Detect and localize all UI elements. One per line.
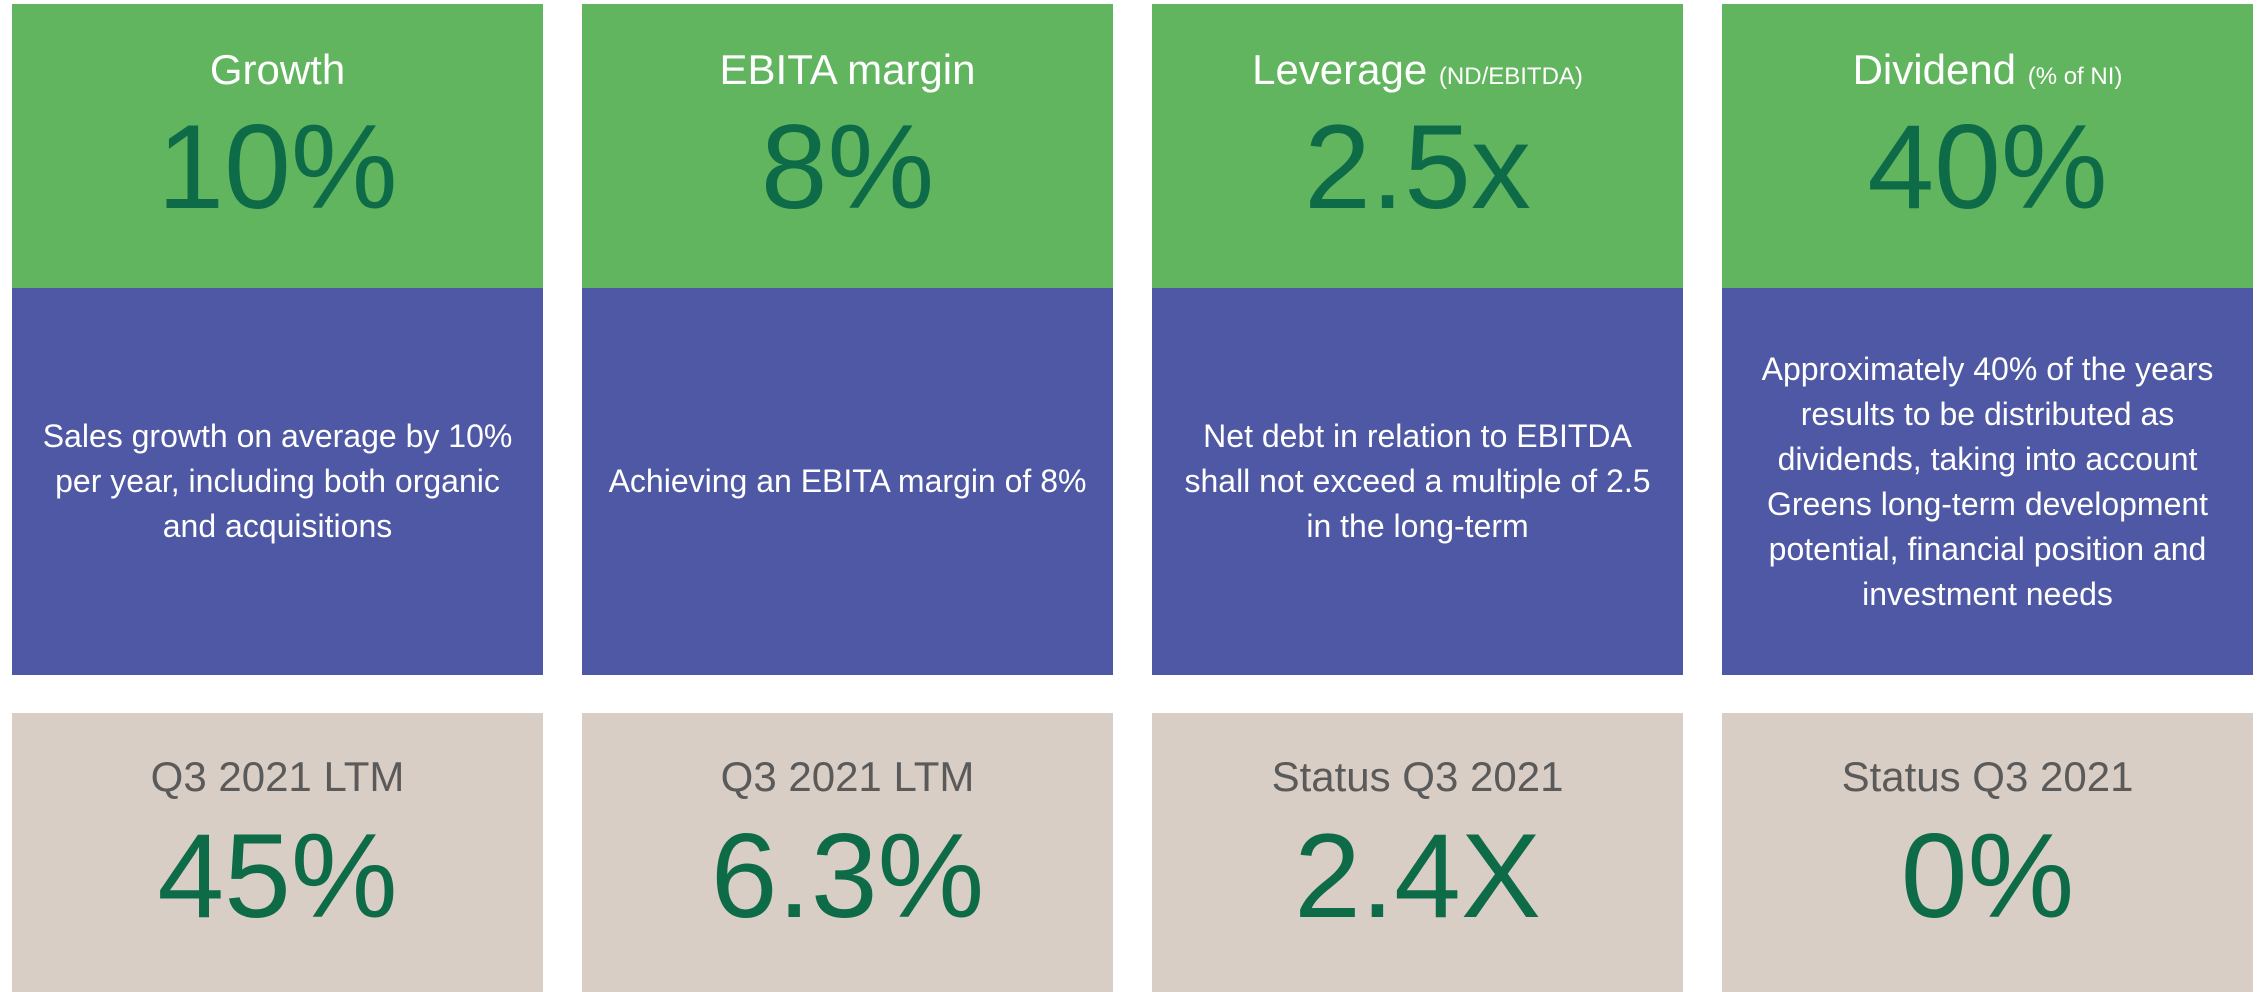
target-panel: Leverage (ND/EBITDA) 2.5x — [1152, 4, 1683, 288]
kpi-title: Leverage (ND/EBITDA) — [1152, 46, 1683, 94]
kpi-title-note: (% of NI) — [2027, 63, 2123, 90]
kpi-description: Achieving an EBITA margin of 8% — [608, 463, 1087, 499]
kpi-card: Leverage (ND/EBITDA) 2.5x Net debt in rela… — [1152, 4, 1683, 992]
kpi-card: Growth 10% Sales growth on average by 10% … — [12, 4, 543, 992]
kpi-target: 10% — [157, 100, 398, 234]
kpi-title: EBITA margin — [582, 46, 1113, 94]
status-panel: Status Q3 2021 0% — [1722, 713, 2253, 992]
kpi-title-text: Leverage — [1252, 46, 1428, 93]
kpi-title-note: (ND/EBITDA) — [1438, 63, 1583, 90]
status-panel: Status Q3 2021 2.4X — [1152, 713, 1683, 992]
description-panel: Achieving an EBITA margin of 8% — [582, 288, 1113, 675]
status-label: Q3 2021 LTM — [150, 753, 405, 800]
status-label: Status Q3 2021 — [1271, 753, 1564, 800]
kpi-description: Net debt in relation to EBITDA shall not… — [1184, 418, 1651, 544]
description-panel: Sales growth on average by 10% per year,… — [12, 288, 543, 675]
status-label: Q3 2021 LTM — [720, 753, 975, 800]
kpi-title-text: EBITA margin — [719, 46, 976, 93]
kpi-description: Sales growth on average by 10% per year,… — [42, 418, 513, 544]
description-panel: Approximately 40% of the years results t… — [1722, 288, 2253, 675]
status-value: 2.4X — [1294, 809, 1541, 943]
target-panel: EBITA margin 8% — [582, 4, 1113, 288]
kpi-title: Growth — [12, 46, 543, 94]
target-panel: Dividend (% of NI) 40% — [1722, 4, 2253, 288]
status-panel: Q3 2021 LTM 6.3% — [582, 713, 1113, 992]
status-value: 0% — [1900, 809, 2075, 943]
kpi-target: 2.5x — [1304, 100, 1531, 234]
kpi-title-text: Growth — [209, 46, 346, 93]
kpi-title-text: Dividend — [1852, 46, 2017, 93]
kpi-description: Approximately 40% of the years results t… — [1761, 350, 2214, 612]
kpi-card: EBITA margin 8% Achieving an EBITA margin … — [582, 4, 1113, 992]
kpi-target: 8% — [760, 100, 935, 234]
target-panel: Growth 10% — [12, 4, 543, 288]
status-panel: Q3 2021 LTM 45% — [12, 713, 543, 992]
status-value: 6.3% — [710, 809, 985, 943]
kpi-card: Dividend (% of NI) 40% Approximately 40% o… — [1722, 4, 2253, 992]
kpi-target: 40% — [1867, 100, 2108, 234]
kpi-title: Dividend (% of NI) — [1722, 46, 2253, 94]
description-panel: Net debt in relation to EBITDA shall not… — [1152, 288, 1683, 675]
status-label: Status Q3 2021 — [1841, 753, 2134, 800]
status-value: 45% — [157, 809, 398, 943]
